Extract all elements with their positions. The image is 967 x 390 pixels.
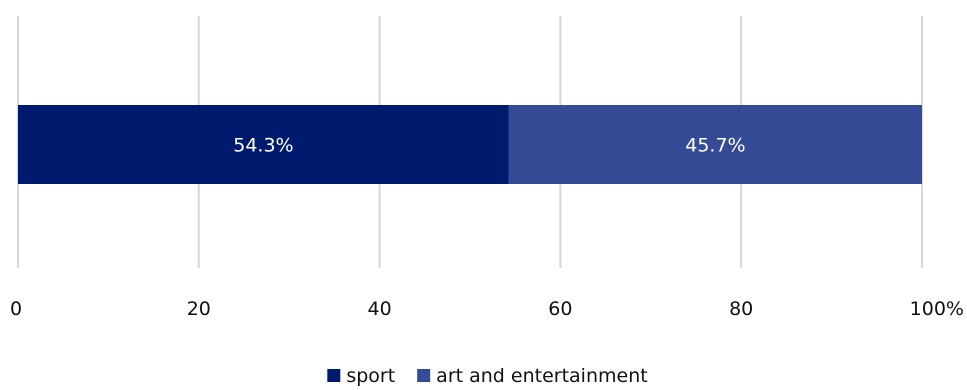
x-tick-label-80: 80 [729,298,753,320]
data-label-art-and-entertainment: 45.7% [685,135,745,157]
legend-label-sport: sport [346,365,395,387]
bar-segment-art-and-entertainment [508,105,922,184]
x-tick-label-60: 60 [548,298,572,320]
x-tick-label-0: 0 [10,298,22,320]
x-axis-tick-labels: 0 20 40 60 80 100% [10,298,964,320]
bar-segment-sport [18,105,509,184]
bar-segments [18,105,922,184]
legend-label-art-and-entertainment: art and entertainment [436,365,648,387]
legend: sport art and entertainment [327,365,648,387]
legend-swatch-sport [327,369,341,382]
x-tick-label-20: 20 [187,298,211,320]
data-labels: 54.3% 45.7% [233,135,745,157]
x-tick-label-100: 100% [910,298,964,320]
x-tick-label-40: 40 [368,298,392,320]
legend-swatch-art-and-entertainment [417,369,431,382]
data-label-sport: 54.3% [233,135,293,157]
